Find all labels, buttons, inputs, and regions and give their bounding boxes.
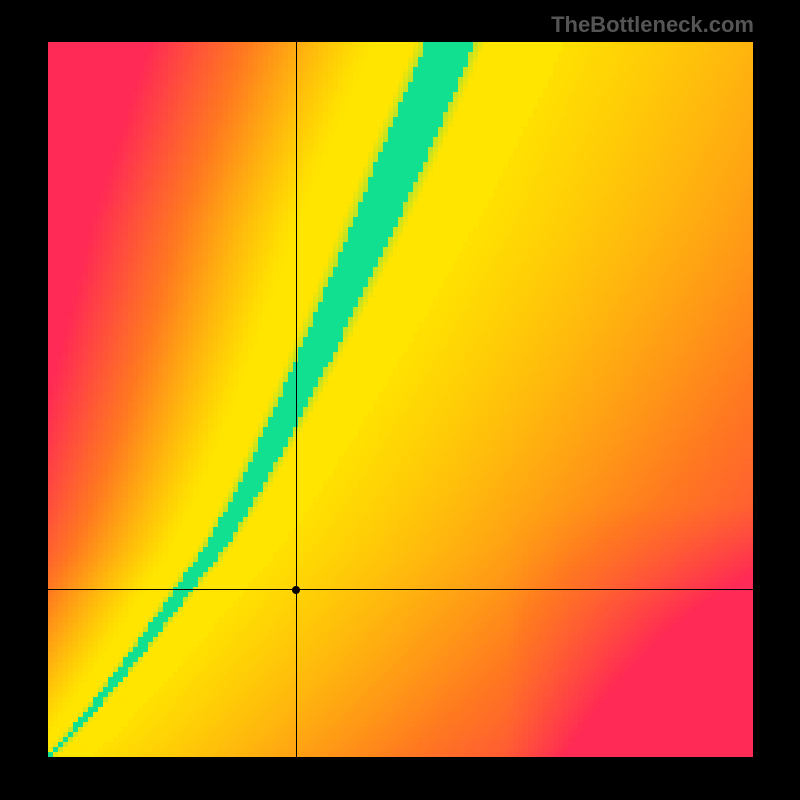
chart-root: TheBottleneck.com <box>0 0 800 800</box>
watermark-label: TheBottleneck.com <box>551 12 754 38</box>
crosshair-dot <box>292 586 300 594</box>
heatmap-canvas <box>48 42 753 757</box>
plot-area <box>48 42 753 755</box>
crosshair-horizontal <box>48 589 753 590</box>
crosshair-vertical <box>296 42 297 757</box>
